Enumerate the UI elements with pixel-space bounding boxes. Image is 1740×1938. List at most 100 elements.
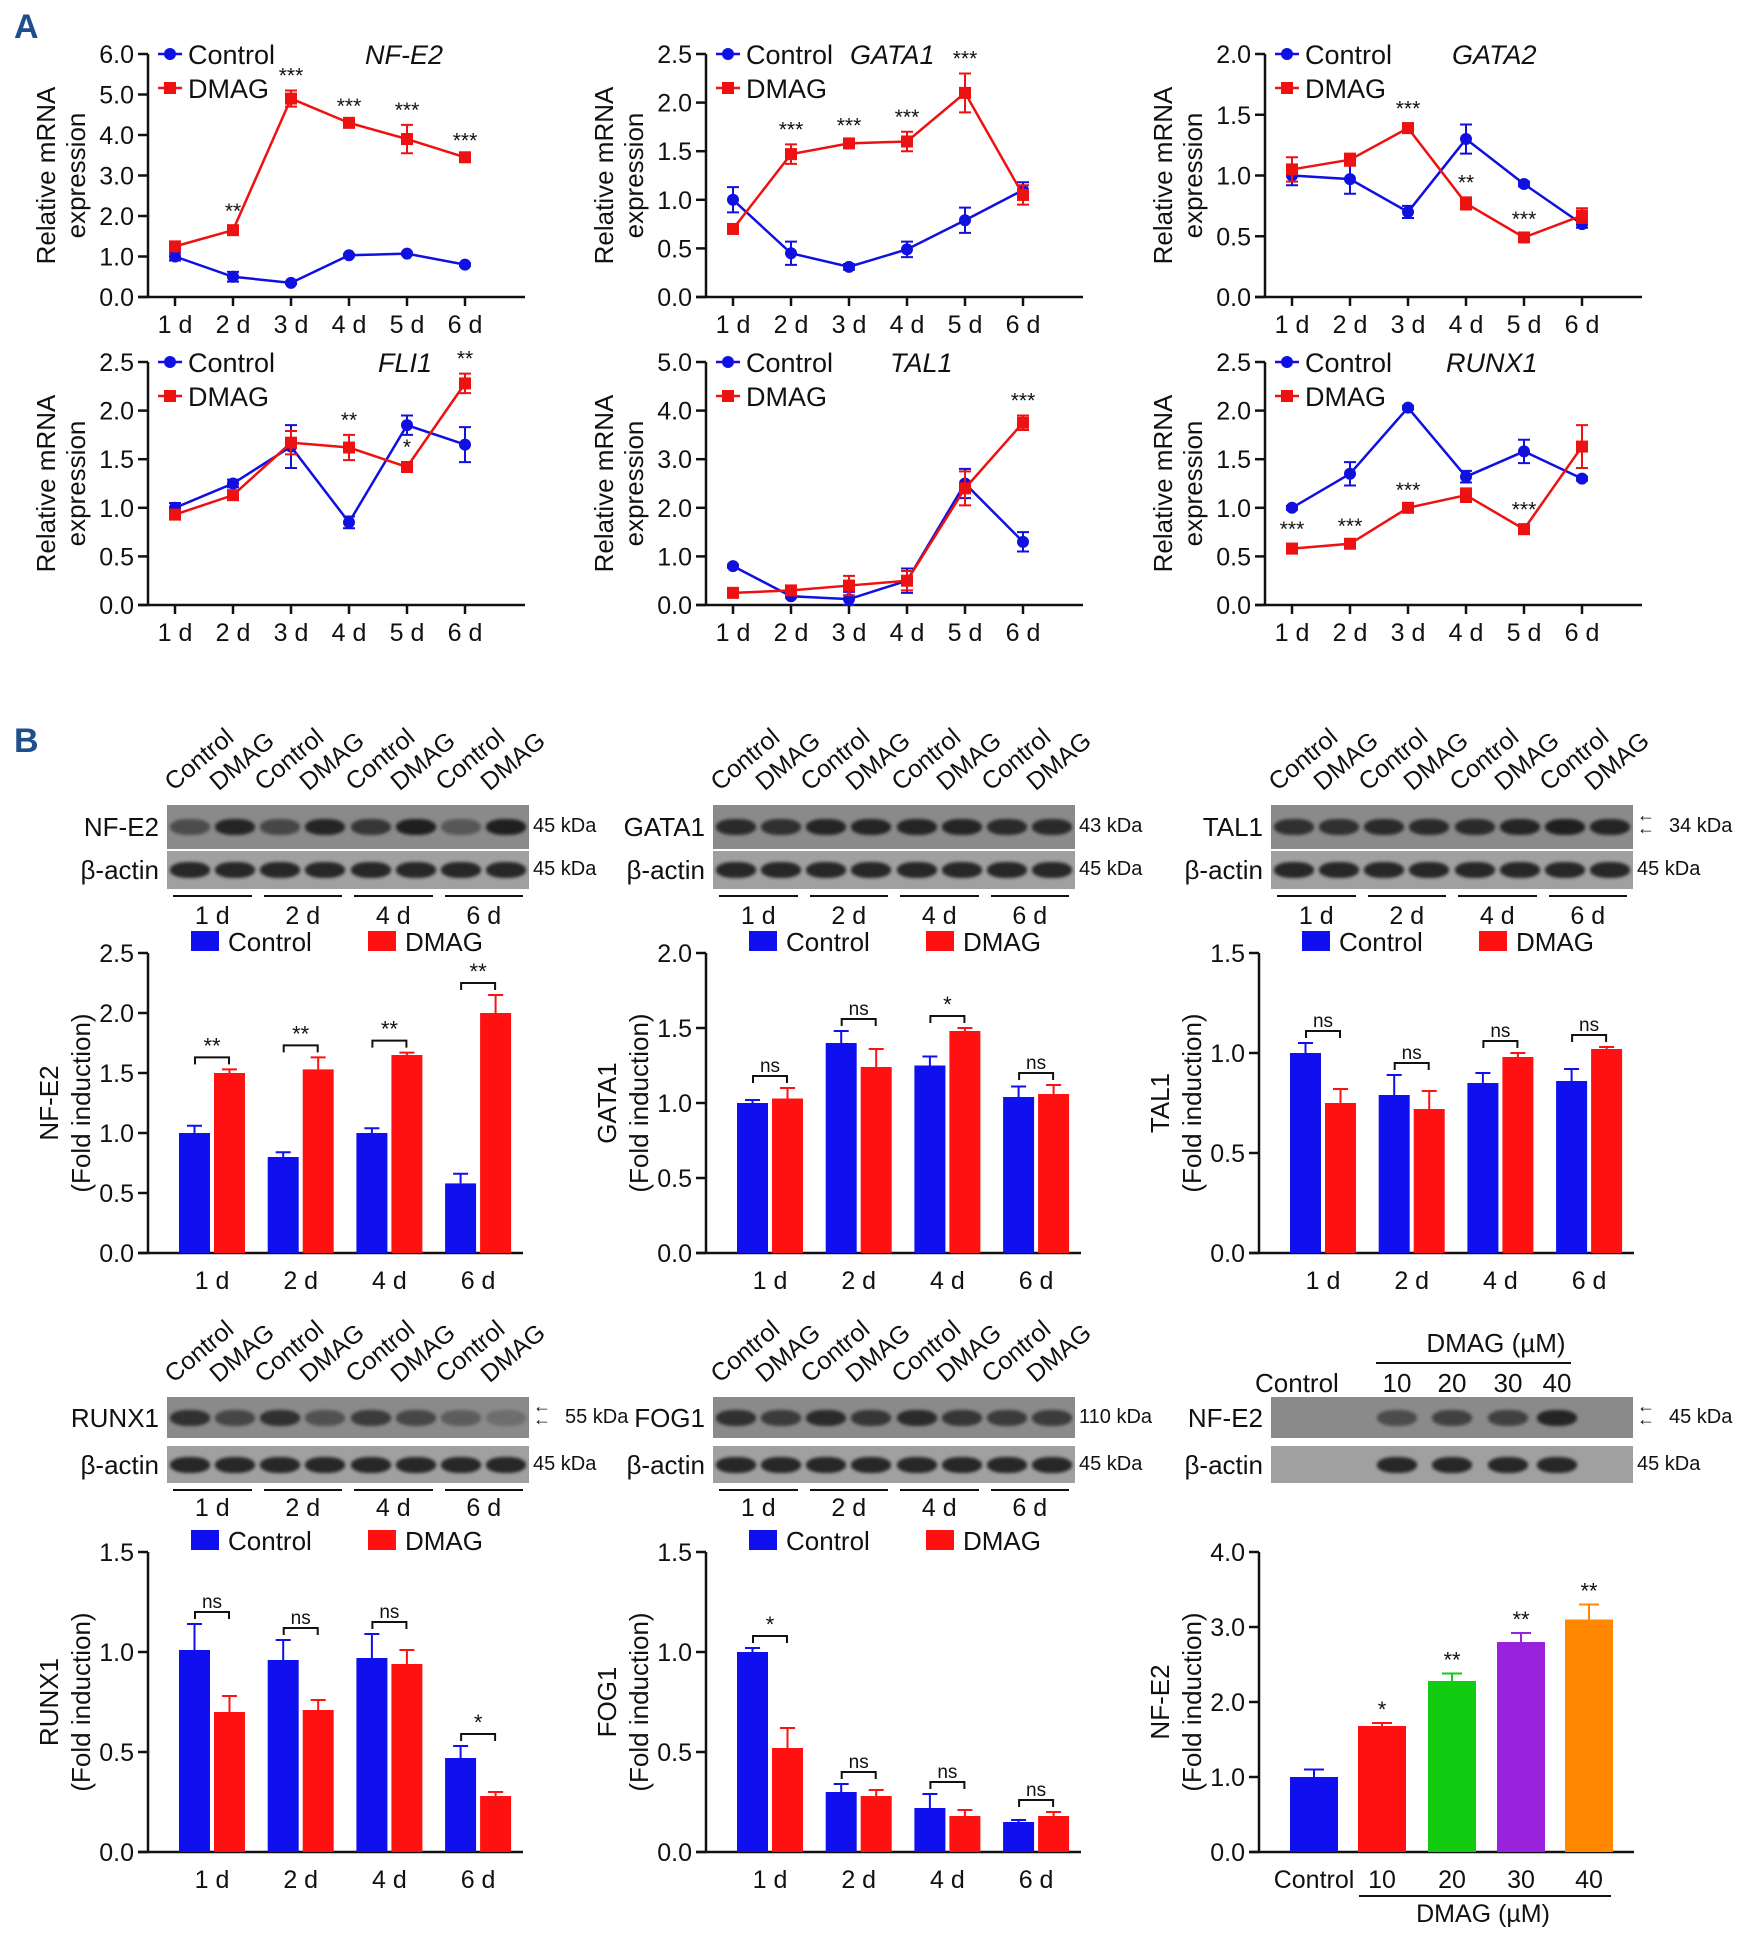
bar: [1556, 1081, 1588, 1253]
significance-bracket: [371, 1621, 408, 1629]
x-tick-label: 1 d: [1275, 619, 1310, 647]
error-bar: [275, 1639, 291, 1660]
data-point: [1402, 501, 1414, 514]
significance-label: ***: [453, 129, 478, 152]
band: [214, 1456, 255, 1473]
significance-label: **: [457, 348, 473, 371]
band: [305, 819, 346, 835]
molecular-weight-label: 110 kDa: [1079, 1405, 1153, 1428]
bar: [914, 1808, 946, 1852]
protein-blot-strip: [167, 805, 529, 849]
legend-label: DMAG: [1516, 927, 1594, 957]
band: [715, 1409, 756, 1426]
data-point: [1518, 178, 1530, 191]
molecular-weight-label: 55 kDa: [565, 1405, 629, 1428]
chart-title: GATA2: [1452, 40, 1537, 70]
y-tick-label: 1.5: [1216, 446, 1251, 474]
lane-group-underline: [173, 1489, 252, 1491]
significance-bracket: [752, 1075, 788, 1083]
bar: [1413, 1109, 1445, 1253]
legend-label: Control: [746, 348, 833, 378]
bar: [1003, 1822, 1035, 1852]
series-line: [1291, 137, 1583, 226]
significance-label: ns: [1313, 1011, 1333, 1032]
y-tick-label: 0.5: [657, 235, 692, 263]
band: [1364, 862, 1405, 878]
molecular-weight-label: 45 kDa: [533, 815, 597, 837]
lane-label: 30: [1493, 1368, 1523, 1398]
y-axis-label: Relative mRNA: [1148, 86, 1178, 264]
y-axis-label: expression: [1178, 421, 1208, 547]
protein-label: GATA1: [623, 812, 705, 842]
data-point: [1460, 470, 1472, 483]
y-tick-label: 1.5: [99, 1060, 134, 1088]
y-tick-label: 0.0: [99, 284, 134, 312]
x-tick-label: 4 d: [372, 1267, 407, 1295]
data-point: [459, 258, 471, 271]
significance-label: ns: [849, 999, 869, 1020]
legend-marker: [164, 48, 176, 60]
y-tick-label: 2.0: [1216, 398, 1251, 426]
line-chart-runx1: 0.0 0.5 1.0 1.5 2.0 2.5 Relative mRNA expressio…: [1148, 348, 1642, 647]
y-tick-label: 0.0: [657, 1240, 692, 1268]
y-tick-label: 1.0: [657, 1639, 692, 1667]
y-axis-label: expression: [61, 113, 91, 239]
y-tick-label: 0.0: [657, 1839, 692, 1867]
bar: [356, 1133, 388, 1253]
data-point: [169, 240, 181, 253]
band: [305, 1456, 346, 1473]
y-axis-label: RUNX1: [34, 1658, 64, 1746]
data-point: [459, 377, 471, 390]
data-point: [1518, 231, 1530, 244]
significance-label: ns: [291, 1608, 311, 1629]
series-dmag: [1286, 122, 1588, 244]
data-point: [1576, 440, 1588, 453]
band: [806, 819, 847, 835]
band: [395, 1409, 436, 1426]
bar: [1038, 1094, 1070, 1253]
significance-bracket: [194, 1056, 230, 1065]
y-axis-label: expression: [619, 421, 649, 547]
significance-bracket: [282, 1627, 319, 1635]
lane-group-underline: [809, 1489, 888, 1491]
y-tick-label: 1.0: [1216, 163, 1251, 191]
panel-label-a: A: [14, 8, 39, 46]
significance-bracket: [1018, 1799, 1055, 1807]
molecular-weight-label: 45 kDa: [1079, 858, 1143, 880]
x-tick-label: 2 d: [1333, 311, 1368, 339]
legend-label: DMAG: [188, 74, 269, 104]
x-tick-label: 20: [1438, 1866, 1466, 1894]
data-point: [1344, 173, 1356, 186]
legend-marker: [1281, 356, 1293, 368]
band: [1488, 1409, 1528, 1426]
legend-label: Control: [746, 40, 833, 70]
series-control: [727, 467, 1029, 606]
significance-label: ***: [953, 47, 978, 70]
loading-control-strip: [713, 851, 1075, 889]
data-point: [401, 460, 413, 473]
bar: [1325, 1103, 1356, 1253]
data-point: [1344, 153, 1356, 166]
y-axis-label: Relative mRNA: [31, 394, 61, 572]
error-bar: [275, 1151, 291, 1157]
band: [1318, 862, 1359, 878]
significance-bracket: [929, 1015, 966, 1023]
significance-label: **: [470, 959, 488, 984]
x-tick-label: 2 d: [1333, 619, 1368, 647]
band: [715, 819, 756, 835]
y-tick-label: 2.5: [1216, 349, 1251, 377]
significance-bracket: [1018, 1072, 1055, 1080]
lane-label: Control: [1255, 1368, 1339, 1398]
line-chart-gata2: 0.0 0.5 1.0 1.5 2.0 Relative mRNA expression 1 …: [1148, 40, 1642, 339]
y-axis-label: TAL1: [1145, 1073, 1175, 1133]
data-point: [785, 584, 797, 597]
molecular-weight-label: 43 kDa: [1079, 815, 1143, 837]
legend-label: DMAG: [1305, 382, 1386, 412]
error-bar: [922, 1793, 938, 1808]
band: [486, 862, 527, 878]
series-line: [174, 96, 466, 248]
band: [214, 862, 255, 878]
band: [214, 1409, 255, 1426]
band: [350, 1456, 391, 1473]
bar-chart-3: 0.0 0.5 1.0 1.5 TAL1 (Fold induction) 1 d 2 d 4 …: [1145, 927, 1634, 1295]
